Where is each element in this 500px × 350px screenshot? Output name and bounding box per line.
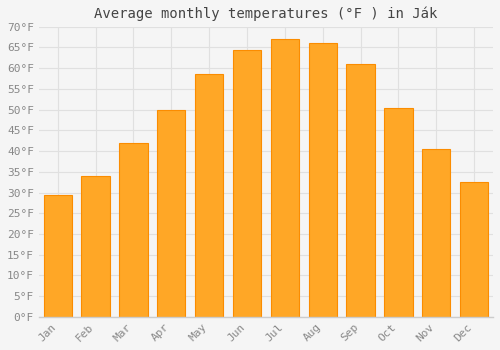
Title: Average monthly temperatures (°F ) in Ják: Average monthly temperatures (°F ) in Já… (94, 7, 438, 21)
Bar (44, 195, 72, 317)
Bar (82, 176, 110, 317)
Bar (270, 39, 299, 317)
Bar (119, 143, 148, 317)
Bar (346, 64, 375, 317)
Bar (460, 182, 488, 317)
Bar (157, 110, 186, 317)
Bar (233, 50, 261, 317)
Bar (384, 107, 412, 317)
Bar (422, 149, 450, 317)
Bar (195, 75, 224, 317)
Bar (308, 43, 337, 317)
